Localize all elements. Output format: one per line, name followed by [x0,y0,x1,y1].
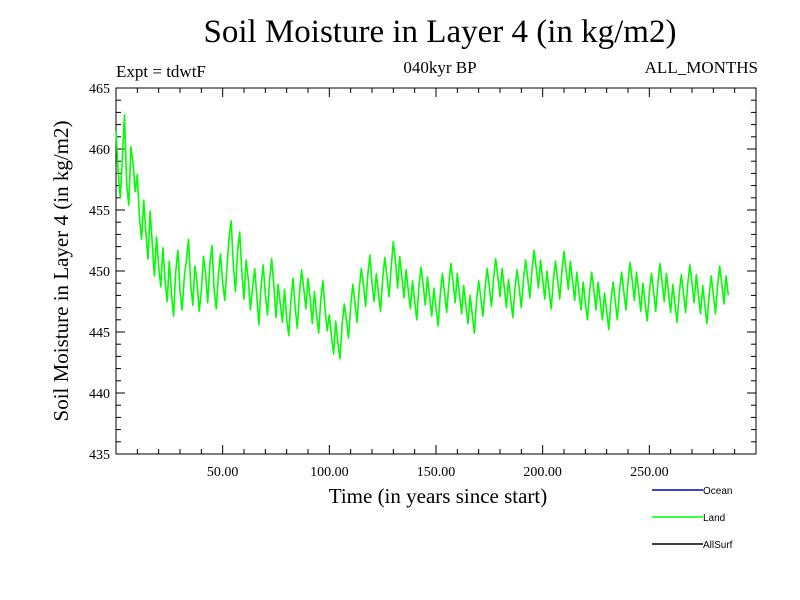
legend-label-ocean: Ocean [703,486,732,497]
x-tick-label: 250.00 [630,465,669,480]
series-line-land [115,114,730,360]
y-tick-label: 435 [89,448,110,463]
y-tick-label: 445 [89,326,110,341]
y-tick-label: 455 [89,204,110,219]
x-axis-title: Time (in years since start) [329,484,548,508]
legend-label-land: Land [703,513,725,524]
y-axis-title: Soil Moisture in Layer 4 (in kg/m2) [49,121,73,422]
legend: Ocean Land AllSurf [652,486,733,551]
series-layer [115,114,730,360]
period-subtitle: 040kyr BP [403,58,477,77]
y-tick-label: 465 [89,82,110,97]
chart-title: Soil Moisture in Layer 4 (in kg/m2) [203,14,677,50]
y-tick-label: 440 [89,387,110,402]
y-tick-label: 460 [89,143,110,158]
legend-label-allsurf: AllSurf [703,540,733,551]
x-tick-label: 100.00 [310,465,349,480]
x-tick-label: 150.00 [417,465,456,480]
axis-ticks: 50.00 100.00 150.00 200.00 250.00 435 440 445 45… [89,82,757,480]
experiment-label: Expt = tdwtF [116,62,206,81]
y-tick-label: 450 [89,265,110,280]
months-label: ALL_MONTHS [644,58,758,77]
x-tick-label: 50.00 [207,465,239,480]
x-tick-label: 200.00 [523,465,562,480]
